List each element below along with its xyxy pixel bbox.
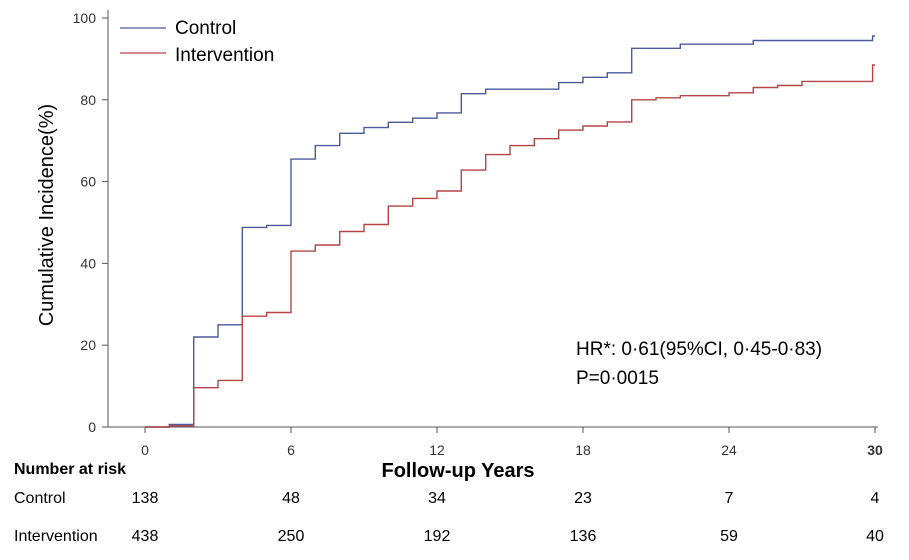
- series-line-control: [145, 35, 875, 428]
- risk-table: Number at risk Control Intervention 138 4…: [14, 461, 884, 545]
- legend-label-intervention: Intervention: [175, 45, 274, 66]
- hr-annotation: HR*: 0·61(95%CI, 0·45-0·83): [576, 339, 822, 360]
- x-tick-label: 12: [429, 442, 445, 458]
- y-tick-label: 80: [80, 92, 96, 108]
- risk-value: 7: [725, 490, 734, 507]
- risk-value: 138: [132, 490, 159, 507]
- y-tick-label: 60: [80, 174, 96, 190]
- y-tick-label: 100: [73, 10, 97, 26]
- risk-table-header: Number at risk: [14, 461, 126, 478]
- risk-row-label-control: Control: [14, 490, 66, 507]
- risk-value: 250: [278, 528, 305, 545]
- y-tick-label: 0: [88, 419, 96, 435]
- legend: Control Intervention: [120, 18, 274, 66]
- risk-value: 23: [574, 490, 592, 507]
- legend-label-control: Control: [175, 18, 236, 39]
- x-tick-label: 18: [575, 442, 591, 458]
- x-tick-label: 0: [141, 442, 149, 458]
- risk-value: 136: [570, 528, 597, 545]
- series-line-intervention: [145, 64, 875, 428]
- risk-value: 34: [428, 490, 446, 507]
- risk-value: 48: [282, 490, 300, 507]
- risk-value: 4: [871, 490, 880, 507]
- y-axis-title: Cumulative Incidence(%): [36, 104, 58, 326]
- risk-values: 138 48 34 23 7 4 438 250 192 136 59 40: [132, 490, 884, 545]
- risk-value: 192: [424, 528, 451, 545]
- series-layer: [145, 35, 875, 428]
- y-tick-label: 40: [80, 255, 96, 271]
- x-tick-label: 24: [721, 442, 737, 458]
- x-axis-title: Follow-up Years: [382, 460, 535, 482]
- y-ticks: 0 20 40 60 80 100: [73, 10, 108, 435]
- risk-value: 40: [866, 528, 884, 545]
- x-tick-label: 30: [867, 442, 883, 458]
- p-value-annotation: P=0·0015: [576, 368, 659, 389]
- x-ticks: 0 6 12 18 24 30: [141, 427, 883, 458]
- y-tick-label: 20: [80, 337, 96, 353]
- risk-value: 438: [132, 528, 159, 545]
- x-tick-label: 6: [287, 442, 295, 458]
- risk-row-label-intervention: Intervention: [14, 528, 98, 545]
- risk-value: 59: [720, 528, 738, 545]
